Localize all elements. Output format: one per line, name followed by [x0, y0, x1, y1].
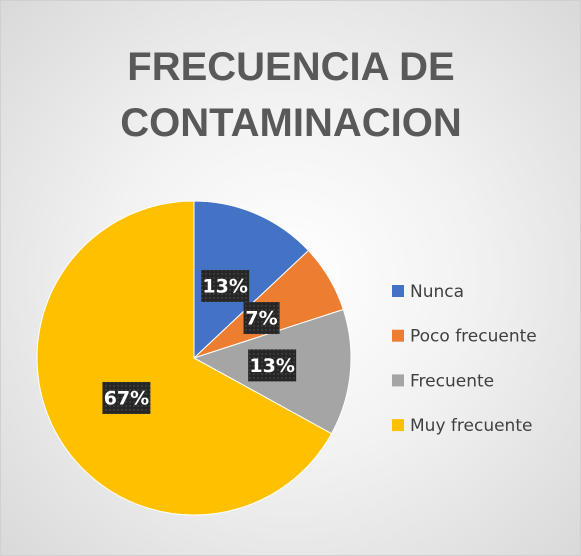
- data-label: 67%: [104, 387, 149, 409]
- chart-title: FRECUENCIA DE CONTAMINACION: [120, 45, 462, 145]
- legend-swatch: [392, 329, 404, 342]
- legend-label: Poco frecuente: [410, 327, 537, 347]
- legend-label: Nunca: [410, 282, 464, 302]
- legend-label: Muy frecuente: [410, 416, 532, 436]
- pie-slice: [36, 200, 333, 516]
- data-label-box: [201, 269, 250, 302]
- legend-label: Frecuente: [410, 371, 494, 391]
- data-label: 13%: [202, 275, 247, 297]
- data-label-box: [102, 381, 151, 414]
- legend-swatch: [392, 285, 404, 297]
- data-label: 13%: [249, 355, 294, 377]
- legend-swatch: [392, 374, 404, 387]
- legend-swatch: [392, 419, 404, 432]
- pie-slice: [193, 200, 310, 360]
- data-label-box: [243, 302, 280, 335]
- data-label: 7%: [245, 308, 277, 330]
- data-label-box: [248, 349, 297, 382]
